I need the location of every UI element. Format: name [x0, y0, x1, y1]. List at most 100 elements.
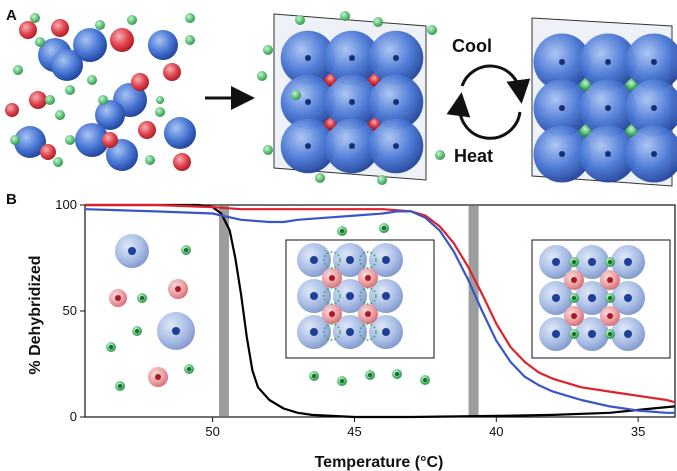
small-green-particle — [35, 37, 45, 47]
empty-site — [323, 323, 341, 341]
particle-core — [571, 313, 577, 319]
large-particle — [73, 28, 107, 62]
small-green-particle — [53, 157, 63, 167]
particle-core — [608, 296, 612, 300]
small-green-particle — [95, 20, 105, 30]
inset-lattice-dehybridized — [285, 223, 435, 386]
large-particle — [106, 139, 138, 171]
particle-core — [552, 294, 560, 302]
transition-marker-1 — [218, 206, 229, 416]
particle-core — [393, 99, 399, 105]
particle-core — [559, 151, 565, 157]
particle-core — [349, 99, 355, 105]
y-tick-label: 0 — [70, 409, 77, 424]
particle-core — [572, 260, 576, 264]
particle-core — [310, 292, 318, 300]
small-green-particle — [10, 135, 20, 145]
y-tick-label: 50 — [63, 303, 77, 318]
panel-a-label: A — [6, 7, 17, 24]
particle-core — [393, 143, 399, 149]
particle-core — [346, 256, 354, 264]
small-green-particle — [340, 11, 350, 21]
x-tick-label: 35 — [631, 424, 645, 439]
small-red-particle — [366, 72, 382, 88]
particle-core — [608, 332, 612, 336]
particle-core — [572, 332, 576, 336]
small-green-particle — [145, 155, 155, 165]
small-red-particle — [19, 21, 37, 39]
panel-b-label: B — [6, 191, 17, 208]
heat-arrow-icon — [446, 92, 522, 140]
cool-arrow-icon — [460, 64, 531, 104]
empty-site — [359, 251, 377, 269]
particle-core — [349, 143, 355, 149]
small-green-particle — [263, 45, 273, 55]
small-green-particle — [373, 17, 383, 27]
small-green-particle — [65, 135, 75, 145]
small-green-particle — [257, 71, 267, 81]
black-series-line — [85, 203, 676, 419]
particle-core — [329, 311, 335, 317]
small-green-particle — [435, 150, 445, 160]
empty-site — [323, 287, 341, 305]
small-red-particle — [366, 116, 382, 132]
particle-core — [346, 328, 354, 336]
particle-core — [651, 59, 657, 65]
small-green-particle — [185, 35, 195, 45]
particle-core — [552, 258, 560, 266]
particle-core — [588, 258, 596, 266]
red-series-line — [85, 203, 676, 404]
small-green-particle — [427, 25, 437, 35]
small-red-particle — [173, 153, 191, 171]
small-green-particle — [315, 173, 325, 183]
x-tick-label: 40 — [489, 424, 503, 439]
particle-core — [624, 330, 632, 338]
disordered-particles — [5, 13, 196, 171]
particle-core — [310, 328, 318, 336]
small-green-particle — [127, 15, 137, 25]
large-particle — [51, 49, 83, 81]
small-red-particle — [138, 121, 156, 139]
particle-core — [349, 55, 355, 61]
small-green-particle — [623, 77, 639, 93]
empty-site — [359, 323, 377, 341]
empty-site — [359, 287, 377, 305]
particle-core — [608, 260, 612, 264]
small-red-particle — [29, 91, 47, 109]
small-green-particle — [87, 75, 97, 85]
particle-core — [365, 311, 371, 317]
large-particle — [164, 117, 196, 149]
small-green-particle — [623, 123, 639, 139]
small-green-particle — [65, 85, 75, 95]
small-green-particle — [30, 13, 40, 23]
small-green-particle — [156, 96, 164, 104]
small-green-particle — [577, 77, 593, 93]
large-particle — [14, 126, 46, 158]
small-red-particle — [322, 116, 338, 132]
blue-series-line — [84, 208, 675, 414]
inset-lattice-hybridized — [531, 239, 671, 359]
particle-core — [572, 296, 576, 300]
particle-core — [607, 313, 613, 319]
particle-core — [607, 277, 613, 283]
transition-marker-2 — [468, 206, 479, 416]
particle-core — [329, 275, 335, 281]
small-red-particle — [40, 144, 56, 160]
panel-a: A — [5, 7, 677, 187]
particle-core — [559, 59, 565, 65]
particle-core — [365, 275, 371, 281]
lattice-cooled-state — [531, 17, 677, 187]
small-green-particle — [13, 65, 23, 75]
small-green-particle — [155, 107, 165, 117]
lattice-heated-state — [257, 11, 445, 185]
small-red-particle — [110, 28, 134, 52]
cool-heat-cycle: Cool Heat — [446, 36, 531, 166]
particle-core — [305, 143, 311, 149]
x-tick-label: 50 — [205, 424, 219, 439]
small-red-particle — [163, 63, 181, 81]
large-particle — [95, 100, 125, 130]
small-green-particle — [55, 110, 65, 120]
empty-site — [323, 251, 341, 269]
particle-core — [346, 292, 354, 300]
